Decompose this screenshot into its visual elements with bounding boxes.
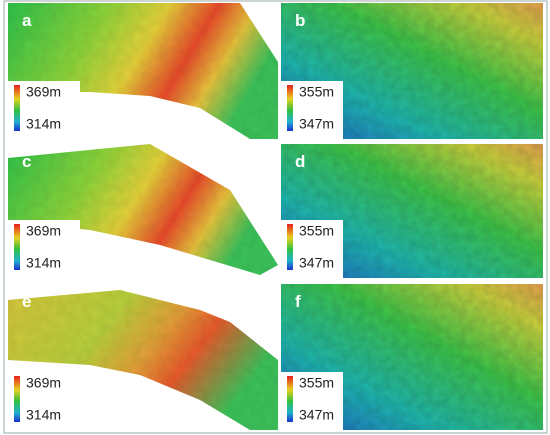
- terrain-texture: [8, 290, 278, 430]
- legend-min: 347m: [299, 255, 334, 271]
- color-bar: [14, 224, 20, 270]
- legend-max: 369m: [26, 375, 61, 391]
- panel-label: b: [295, 11, 305, 30]
- color-bar: [287, 376, 293, 422]
- panel: 355m 347m f: [281, 284, 543, 430]
- legend-max: 355m: [299, 84, 334, 100]
- legend-min: 347m: [299, 116, 334, 132]
- figure-border: [3, 0, 548, 434]
- panel-label: f: [295, 292, 301, 311]
- panel-label: a: [22, 11, 32, 30]
- panel: 355m 347m b: [281, 3, 543, 139]
- legend-min: 347m: [299, 407, 334, 423]
- panel: 369m 314m c: [8, 144, 278, 278]
- legend-max: 355m: [299, 375, 334, 391]
- legend-max: 369m: [26, 84, 61, 100]
- panel-label: d: [295, 152, 305, 171]
- terrain-texture: [8, 144, 278, 275]
- color-bar: [14, 376, 20, 422]
- legend-max: 355m: [299, 223, 334, 239]
- panel-label: c: [22, 152, 31, 171]
- color-bar: [287, 224, 293, 270]
- legend-min: 314m: [26, 116, 61, 132]
- panel: 369m 314m e: [8, 290, 278, 430]
- panel: 355m 347m d: [281, 144, 543, 278]
- panel: 369m 314m a: [8, 3, 278, 139]
- color-bar: [14, 85, 20, 131]
- color-bar: [287, 85, 293, 131]
- terrain-texture: [8, 3, 278, 139]
- panel-label: e: [22, 292, 31, 311]
- legend-min: 314m: [26, 255, 61, 271]
- legend-min: 314m: [26, 407, 61, 423]
- legend-max: 369m: [26, 223, 61, 239]
